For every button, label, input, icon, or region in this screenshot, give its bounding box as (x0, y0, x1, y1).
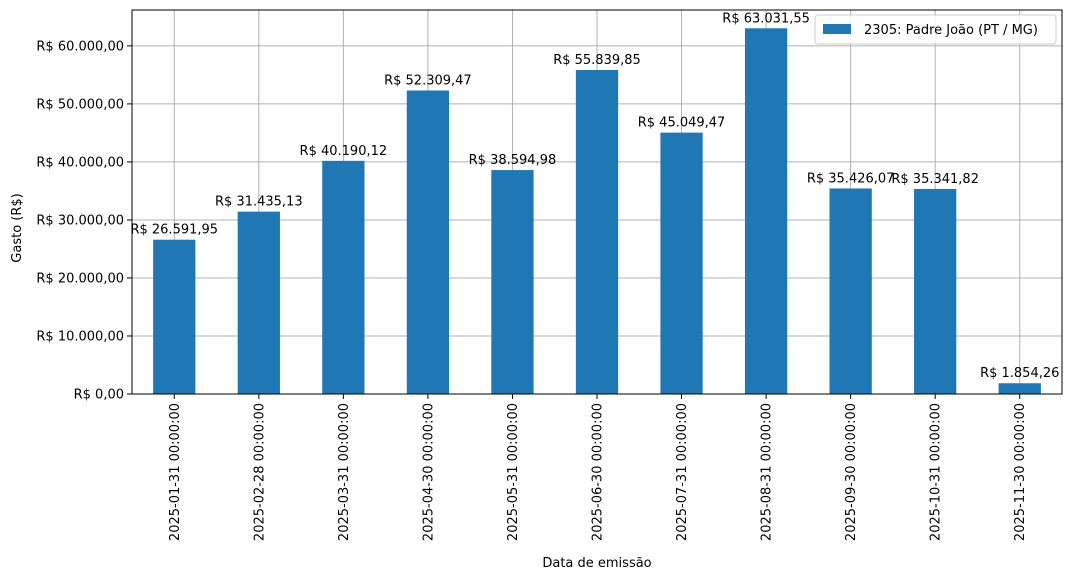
bar-value-label: R$ 63.031,55 (722, 11, 810, 26)
bar-value-label: R$ 35.341,82 (891, 172, 979, 187)
x-axis-label: Data de emissão (542, 556, 651, 571)
x-tick-label: 2025-03-31 00:00:00 (337, 403, 352, 541)
x-tick-label: 2025-07-31 00:00:00 (675, 403, 690, 541)
bar (406, 90, 450, 394)
legend-swatch (823, 24, 851, 34)
bar (744, 28, 788, 395)
bar-value-label: R$ 52.309,47 (384, 74, 472, 89)
bar-value-label: R$ 38.594,98 (469, 153, 557, 168)
legend: 2305: Padre João (PT / MG) (814, 14, 1057, 45)
y-axis-ticks: R$ 0,00 R$ 10.000,00 R$ 20.000,00 R$ 30.000… (36, 39, 132, 403)
bar (237, 211, 280, 394)
data-labels: R$ 26.591,95 R$ 31.435,13 R$ 40.190,12 R$ 5… (130, 11, 1059, 381)
bar-value-label: R$ 45.049,47 (638, 116, 726, 131)
y-tick-label: R$ 10.000,00 (36, 329, 124, 344)
x-tick-label: 2025-04-30 00:00:00 (421, 403, 436, 541)
x-tick-label: 2025-05-31 00:00:00 (506, 403, 521, 541)
x-tick-label: 2025-09-30 00:00:00 (844, 403, 859, 541)
bar-value-label: R$ 55.839,85 (553, 53, 641, 68)
x-tick-label: 2025-10-31 00:00:00 (929, 403, 944, 541)
y-tick-label: R$ 20.000,00 (36, 271, 124, 286)
x-tick-label: 2025-01-31 00:00:00 (168, 403, 183, 541)
x-tick-label: 2025-02-28 00:00:00 (252, 403, 267, 541)
bar-value-label: R$ 1.854,26 (980, 366, 1059, 381)
x-tick-label: 2025-11-30 00:00:00 (1013, 403, 1028, 541)
bar-value-label: R$ 31.435,13 (215, 195, 303, 210)
bar-value-label: R$ 35.426,07 (807, 171, 895, 186)
bar-value-label: R$ 26.591,95 (130, 223, 218, 238)
y-tick-label: R$ 30.000,00 (36, 213, 124, 228)
bar (322, 160, 365, 394)
bar-value-label: R$ 40.190,12 (300, 144, 388, 159)
bar (153, 239, 196, 394)
bars (153, 28, 1041, 395)
legend-entry: 2305: Padre João (PT / MG) (864, 23, 1038, 38)
bar (829, 188, 872, 394)
bar (914, 188, 957, 394)
y-tick-label: R$ 50.000,00 (36, 97, 124, 112)
bar (491, 170, 534, 394)
legend-box (814, 14, 1057, 45)
y-tick-label: R$ 60.000,00 (36, 39, 124, 54)
bar (575, 70, 619, 395)
bar (998, 383, 1041, 394)
y-axis-label: Gasto (R$) (10, 193, 25, 262)
bar (660, 132, 703, 394)
y-tick-label: R$ 40.000,00 (36, 155, 124, 170)
x-axis-ticks: 2025-01-31 00:00:00 2025-02-28 00:00:00 20… (168, 394, 1028, 541)
x-tick-label: 2025-08-31 00:00:00 (760, 403, 775, 541)
x-tick-label: 2025-06-30 00:00:00 (591, 403, 606, 541)
y-tick-label: R$ 0,00 (74, 388, 124, 403)
